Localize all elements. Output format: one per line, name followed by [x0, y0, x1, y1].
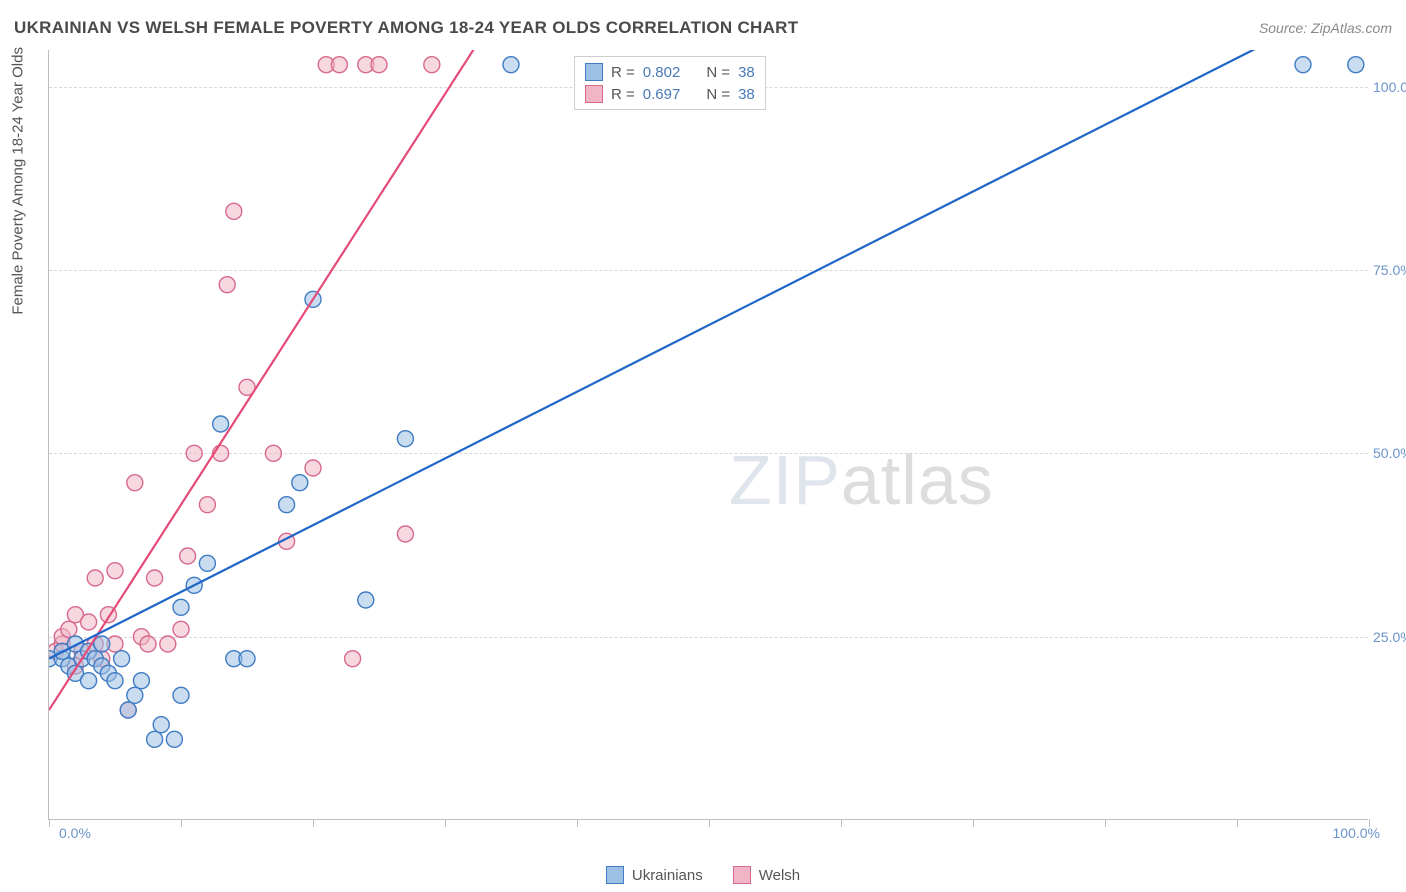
data-point-ukrainians	[153, 717, 169, 733]
data-point-welsh	[140, 636, 156, 652]
data-point-welsh	[371, 57, 387, 73]
x-tick	[49, 819, 50, 827]
y-tick-label: 50.0%	[1373, 445, 1406, 461]
stat-N-label: N =	[706, 64, 730, 81]
trend-line-welsh	[49, 50, 511, 710]
data-point-welsh	[265, 445, 281, 461]
stat-R-value: 0.697	[643, 86, 681, 103]
data-point-welsh	[107, 563, 123, 579]
data-point-welsh	[424, 57, 440, 73]
data-point-ukrainians	[239, 651, 255, 667]
x-tick	[973, 819, 974, 827]
x-tick	[1237, 819, 1238, 827]
data-point-ukrainians	[173, 687, 189, 703]
data-point-ukrainians	[133, 673, 149, 689]
legend-label: Ukrainians	[632, 867, 703, 884]
trend-line-ukrainians	[49, 50, 1369, 659]
data-point-welsh	[345, 651, 361, 667]
x-tick	[709, 819, 710, 827]
data-point-ukrainians	[213, 416, 229, 432]
series-legend: Ukrainians Welsh	[0, 866, 1406, 884]
data-point-ukrainians	[1348, 57, 1364, 73]
y-tick-label: 100.0%	[1373, 79, 1406, 95]
stats-legend-row: R = 0.802 N = 38	[585, 61, 755, 83]
data-point-ukrainians	[358, 592, 374, 608]
chart-svg	[49, 50, 1369, 820]
data-point-welsh	[81, 614, 97, 630]
data-point-ukrainians	[147, 731, 163, 747]
chart-header: UKRAINIAN VS WELSH FEMALE POVERTY AMONG …	[14, 18, 1392, 38]
data-point-ukrainians	[81, 673, 97, 689]
y-axis-title: Female Poverty Among 18-24 Year Olds	[10, 47, 27, 315]
x-tick	[1105, 819, 1106, 827]
data-point-ukrainians	[397, 431, 413, 447]
x-tick	[313, 819, 314, 827]
data-point-welsh	[61, 621, 77, 637]
data-point-ukrainians	[199, 555, 215, 571]
stat-R-value: 0.802	[643, 64, 681, 81]
data-point-welsh	[186, 445, 202, 461]
source-name: ZipAtlas.com	[1311, 20, 1392, 36]
data-point-ukrainians	[503, 57, 519, 73]
x-tick	[841, 819, 842, 827]
data-point-welsh	[199, 497, 215, 513]
data-point-welsh	[226, 203, 242, 219]
y-tick-label: 25.0%	[1373, 629, 1406, 645]
data-point-welsh	[173, 621, 189, 637]
y-tick-label: 75.0%	[1373, 262, 1406, 278]
data-point-welsh	[305, 460, 321, 476]
data-point-welsh	[87, 570, 103, 586]
stat-N-value: 38	[738, 64, 755, 81]
legend-swatch-welsh	[733, 866, 751, 884]
data-point-ukrainians	[166, 731, 182, 747]
data-point-ukrainians	[173, 599, 189, 615]
stat-R-label: R =	[611, 86, 635, 103]
legend-swatch-ukrainians	[606, 866, 624, 884]
stats-legend: R = 0.802 N = 38 R = 0.697 N = 38	[574, 56, 766, 110]
stat-N-value: 38	[738, 86, 755, 103]
data-point-welsh	[331, 57, 347, 73]
legend-swatch-ukrainians	[585, 63, 603, 81]
data-point-ukrainians	[107, 673, 123, 689]
scatter-chart: 25.0%50.0%75.0%100.0%0.0%100.0%ZIPatlasR…	[48, 50, 1368, 820]
x-axis-max-label: 100.0%	[1333, 825, 1380, 841]
chart-title: UKRAINIAN VS WELSH FEMALE POVERTY AMONG …	[14, 18, 798, 38]
data-point-ukrainians	[120, 702, 136, 718]
x-tick	[181, 819, 182, 827]
data-point-ukrainians	[114, 651, 130, 667]
legend-item-welsh: Welsh	[733, 866, 800, 884]
source-prefix: Source:	[1259, 20, 1311, 36]
data-point-ukrainians	[127, 687, 143, 703]
stat-R-label: R =	[611, 64, 635, 81]
data-point-welsh	[397, 526, 413, 542]
data-point-welsh	[180, 548, 196, 564]
data-point-ukrainians	[292, 475, 308, 491]
x-tick	[577, 819, 578, 827]
x-tick	[445, 819, 446, 827]
x-axis-min-label: 0.0%	[59, 825, 91, 841]
data-point-welsh	[219, 277, 235, 293]
data-point-ukrainians	[1295, 57, 1311, 73]
stats-legend-row: R = 0.697 N = 38	[585, 83, 755, 105]
stat-N-label: N =	[706, 86, 730, 103]
data-point-welsh	[147, 570, 163, 586]
data-point-welsh	[127, 475, 143, 491]
legend-item-ukrainians: Ukrainians	[606, 866, 703, 884]
legend-swatch-welsh	[585, 85, 603, 103]
source-attribution: Source: ZipAtlas.com	[1259, 20, 1392, 36]
data-point-ukrainians	[279, 497, 295, 513]
legend-label: Welsh	[759, 867, 800, 884]
data-point-welsh	[160, 636, 176, 652]
